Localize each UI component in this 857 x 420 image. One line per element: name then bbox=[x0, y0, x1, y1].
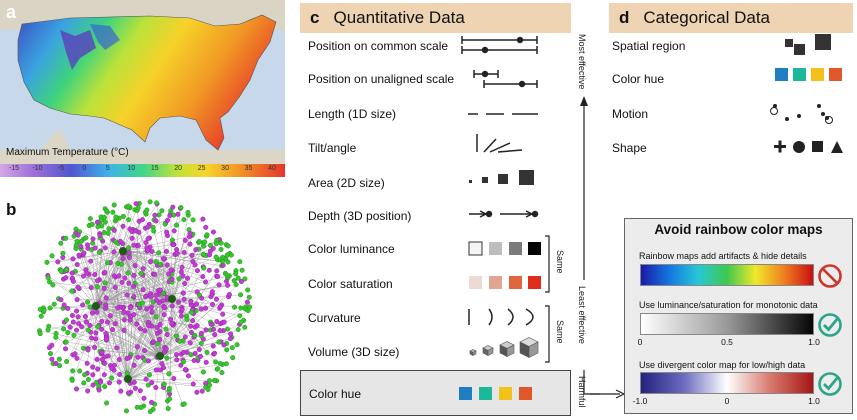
tilt-glyph bbox=[477, 134, 522, 152]
avoid-rainbow-title: Avoid rainbow color maps bbox=[625, 222, 852, 237]
position-common-glyph bbox=[462, 36, 537, 54]
same-label-2: Same bbox=[555, 320, 565, 344]
color-hue-glyph bbox=[775, 68, 842, 81]
map-scale-tick: 30 bbox=[221, 165, 229, 172]
motion-glyph bbox=[771, 104, 833, 124]
luminance-glyph bbox=[469, 242, 541, 255]
panel-c-letter: c bbox=[310, 8, 319, 28]
map-scale-tick: -5 bbox=[58, 165, 64, 172]
row-area: Area (2D size) bbox=[308, 176, 385, 190]
panel-d-letter: d bbox=[619, 8, 629, 28]
row-color-luminance: Color luminance bbox=[308, 242, 395, 256]
divergent-note: Use divergent color map for low/high dat… bbox=[639, 360, 805, 370]
map-title: Maximum Temperature (°C) bbox=[6, 147, 129, 158]
quantitative-header: c Quantitative Data bbox=[300, 3, 571, 33]
shape-glyph bbox=[774, 141, 843, 154]
map-scale-ticks: -15 -10 -5 0 5 10 15 20 25 30 35 40 bbox=[0, 164, 285, 177]
area-glyph bbox=[469, 170, 534, 185]
row-curvature: Curvature bbox=[308, 311, 361, 325]
same-bracket-1 bbox=[545, 236, 549, 292]
map-scale-tick: 40 bbox=[268, 165, 276, 172]
network-graph bbox=[0, 196, 290, 418]
spatial-region-glyph bbox=[785, 34, 831, 55]
saturation-glyph bbox=[469, 276, 541, 289]
luminance-colorbar bbox=[640, 313, 814, 335]
harmful-color-hue-label: Color hue bbox=[309, 387, 361, 401]
map-scale-tick: -10 bbox=[32, 165, 42, 172]
depth-glyph bbox=[469, 211, 538, 217]
div-tick-1: 0 bbox=[725, 396, 730, 406]
rainbow-colorbar bbox=[640, 264, 814, 286]
hue-swatch-teal bbox=[479, 387, 492, 400]
row-depth: Depth (3D position) bbox=[308, 209, 411, 223]
avoid-rainbow-box: Avoid rainbow color maps Rainbow maps ad… bbox=[624, 218, 853, 414]
map-scale-tick: 5 bbox=[106, 165, 110, 172]
mono-tick-2: 1.0 bbox=[808, 337, 820, 347]
row-length: Length (1D size) bbox=[308, 107, 396, 121]
volume-glyph bbox=[470, 338, 538, 358]
map-scale-tick: 20 bbox=[174, 165, 182, 172]
mono-tick-0: 0 bbox=[638, 337, 643, 347]
mono-tick-1: 0.5 bbox=[721, 337, 733, 347]
map-scale-tick: -15 bbox=[9, 165, 19, 172]
row-color-saturation: Color saturation bbox=[308, 277, 393, 291]
rainbow-note: Rainbow maps add artifacts & hide detail… bbox=[639, 251, 807, 261]
map-scale-tick: 15 bbox=[151, 165, 159, 172]
row-tilt-angle: Tilt/angle bbox=[308, 141, 356, 155]
row-motion: Motion bbox=[612, 107, 648, 121]
row-position-unaligned: Position on unaligned scale bbox=[308, 72, 454, 86]
prohibited-icon bbox=[817, 263, 843, 289]
map-scale-tick: 35 bbox=[245, 165, 253, 172]
check-icon-divergent bbox=[817, 371, 843, 397]
harmful-label: Harmful bbox=[577, 376, 587, 408]
row-color-hue: Color hue bbox=[612, 72, 664, 86]
div-tick-0: -1.0 bbox=[633, 396, 648, 406]
categorical-glyphs bbox=[765, 30, 845, 160]
row-position-common: Position on common scale bbox=[308, 39, 448, 53]
curvature-glyph bbox=[469, 309, 533, 325]
quantitative-title: Quantitative Data bbox=[333, 8, 464, 28]
categorical-title: Categorical Data bbox=[643, 8, 770, 28]
hue-swatch-yellow bbox=[499, 387, 512, 400]
panel-a-letter: a bbox=[6, 2, 16, 23]
quantitative-glyphs bbox=[460, 30, 570, 370]
same-bracket-2 bbox=[545, 306, 549, 362]
row-volume: Volume (3D size) bbox=[308, 345, 399, 359]
categorical-header: d Categorical Data bbox=[609, 3, 853, 33]
map-scale-tick: 10 bbox=[127, 165, 135, 172]
check-icon-monotonic bbox=[817, 312, 843, 338]
same-label-1: Same bbox=[555, 250, 565, 274]
position-unaligned-glyph bbox=[474, 70, 537, 88]
hue-swatch-orange bbox=[519, 387, 532, 400]
harmful-arrow bbox=[590, 386, 626, 402]
hue-swatch-blue bbox=[459, 387, 472, 400]
row-shape: Shape bbox=[612, 141, 647, 155]
divergent-colorbar bbox=[640, 372, 814, 394]
map-scale-tick: 25 bbox=[198, 165, 206, 172]
temperature-map-panel: a Maximum Temperature (°C) -15 -10 -5 0 5 10 1… bbox=[0, 0, 285, 177]
harmful-box: Color hue bbox=[300, 370, 571, 416]
least-effective-label: Least effective bbox=[577, 286, 587, 344]
div-tick-2: 1.0 bbox=[808, 396, 820, 406]
row-spatial-region: Spatial region bbox=[612, 39, 685, 53]
map-scale-tick: 0 bbox=[82, 165, 86, 172]
most-effective-label: Most effective bbox=[577, 34, 587, 89]
luminance-note: Use luminance/saturation for monotonic d… bbox=[639, 300, 818, 310]
